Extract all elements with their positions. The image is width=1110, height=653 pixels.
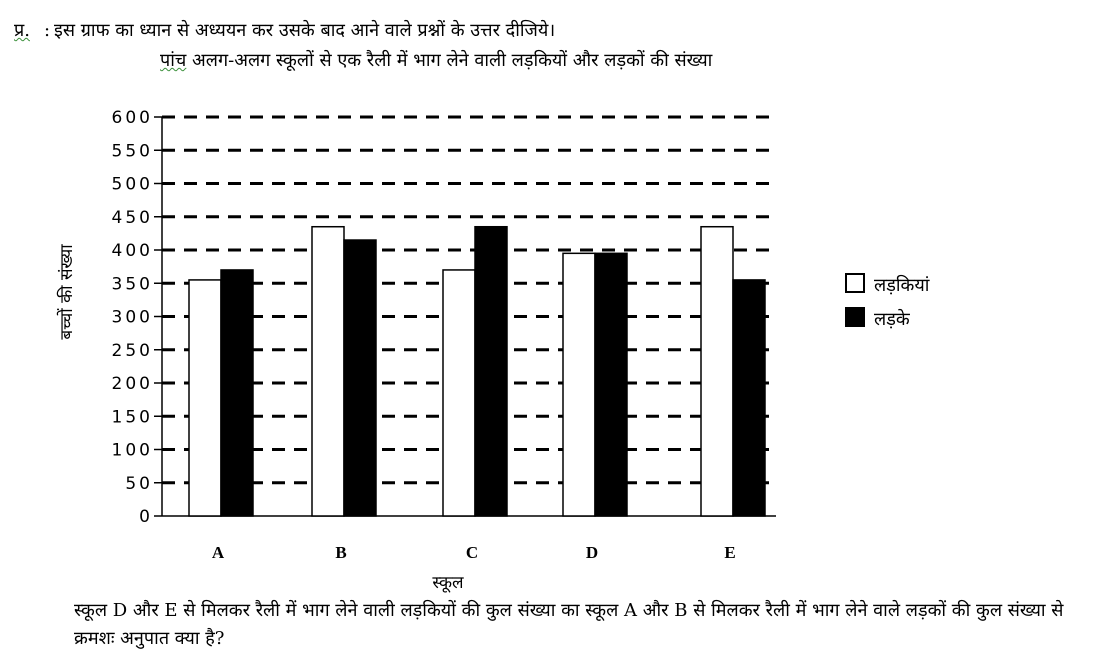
x-category-label: B	[335, 543, 346, 562]
x-category-label: A	[212, 543, 225, 562]
x-category-label: C	[466, 543, 478, 562]
chart-title-first-word: पांच	[160, 50, 187, 71]
bar	[311, 225, 345, 517]
bar	[220, 269, 254, 517]
bar	[594, 252, 628, 517]
chart-title-rest: अलग-अलग स्कूलों से एक रैली में भाग लेने …	[186, 50, 713, 71]
question-header: प्र.: इस ग्राफ का ध्यान से अध्ययन कर उसके…	[14, 18, 555, 42]
bar	[474, 225, 508, 517]
bar	[732, 279, 766, 517]
y-tick-label: 300	[112, 308, 153, 328]
bar	[343, 239, 377, 517]
y-axis-label: बच्चों की संख्या	[56, 244, 77, 340]
bar	[562, 252, 596, 517]
y-tick-label: 0	[139, 507, 153, 527]
x-axis-label: स्कूल	[432, 573, 464, 593]
y-tick-label: 150	[112, 407, 153, 427]
question-prefix: प्र.	[14, 20, 30, 41]
chart-title: पांच अलग-अलग स्कूलों से एक रैली में भाग …	[160, 48, 712, 72]
question-separator: :	[43, 20, 51, 41]
y-tick-label: 200	[112, 374, 153, 394]
intro-text: इस ग्राफ का ध्यान से अध्ययन कर उसके बाद …	[54, 20, 556, 41]
legend-label: लड़के	[874, 308, 911, 330]
y-tick-label: 400	[112, 241, 153, 261]
y-tick-label: 550	[112, 141, 153, 161]
bar-chart: 0 50 100 150 200 250 300 350 400 450 500 550 600 A B C D…	[56, 108, 930, 593]
bar	[442, 269, 476, 517]
legend-label: लड़कियां	[874, 274, 930, 296]
x-category-label: E	[724, 543, 735, 562]
question-text: स्कूल D और E से मिलकर रैली में भाग लेने …	[74, 600, 1064, 649]
legend-swatch	[845, 307, 865, 327]
y-tick-label: 100	[112, 441, 153, 461]
y-tick-label: 50	[125, 474, 153, 494]
y-tick-label: 500	[112, 175, 153, 195]
bar	[188, 279, 222, 517]
y-tick-label: 450	[112, 208, 153, 228]
legend-swatch	[845, 273, 865, 293]
y-tick-label: 600	[112, 108, 153, 128]
x-category-label: D	[586, 543, 598, 562]
bar	[700, 225, 734, 517]
y-tick-label: 250	[112, 341, 153, 361]
y-tick-label: 350	[112, 274, 153, 294]
